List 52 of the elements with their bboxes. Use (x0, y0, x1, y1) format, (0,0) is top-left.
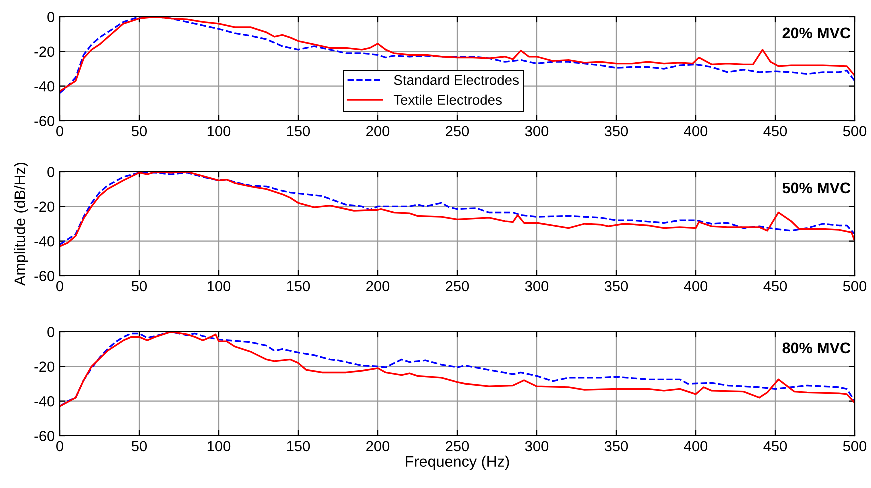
legend-label: Standard Electrodes (394, 74, 519, 86)
x-tick-label: 0 (56, 126, 64, 137)
x-tick-label: 50 (132, 126, 148, 137)
x-tick-label: 200 (366, 281, 390, 292)
x-tick-label: 50 (132, 441, 148, 452)
y-tick-label: 0 (48, 327, 55, 338)
x-tick-label: 50 (132, 281, 148, 292)
x-tick-label: 150 (287, 126, 310, 137)
x-axis-title: Frequency (Hz) (406, 456, 510, 470)
x-tick-label: 0 (56, 281, 64, 292)
x-tick-label: 400 (684, 441, 708, 452)
y-tick-label: -40 (34, 236, 55, 247)
x-tick-label: 450 (764, 281, 788, 292)
y-tick-label: -20 (34, 202, 55, 212)
x-tick-label: 250 (446, 281, 470, 292)
y-tick-label: -20 (34, 362, 55, 372)
y-axis-title: Amplitude (dB/Hz) (14, 162, 29, 286)
x-tick-label: 400 (684, 281, 708, 292)
x-tick-label: 250 (446, 441, 470, 452)
x-tick-label: 150 (287, 441, 310, 452)
x-tick-label: 500 (843, 441, 867, 452)
x-tick-label: 0 (56, 441, 64, 452)
y-tick-label: -40 (34, 396, 55, 407)
annotation: 50% MVC (782, 182, 851, 194)
x-tick-label: 500 (843, 126, 867, 137)
x-tick-label: 400 (684, 126, 708, 137)
x-tick-label: 100 (208, 126, 231, 137)
x-tick-label: 500 (843, 281, 867, 292)
x-tick-label: 200 (366, 441, 390, 452)
legend-label: Textile Electrodes (394, 94, 502, 106)
x-tick-label: 350 (604, 126, 628, 137)
x-tick-label: 250 (446, 126, 470, 137)
x-tick-label: 150 (287, 281, 310, 292)
y-tick-label: 0 (48, 167, 55, 178)
x-tick-label: 300 (525, 441, 549, 452)
annotation: 20% MVC (782, 28, 851, 39)
y-tick-label: 0 (48, 12, 55, 22)
x-tick-label: 350 (604, 441, 628, 452)
x-tick-label: 200 (366, 126, 390, 137)
x-tick-label: 100 (208, 441, 231, 452)
x-tick-label: 450 (764, 441, 788, 452)
y-tick-label: -20 (34, 46, 55, 58)
x-tick-label: 300 (525, 281, 549, 292)
x-tick-label: 100 (208, 281, 231, 292)
x-tick-label: 450 (764, 126, 788, 137)
y-tick-label: -60 (34, 271, 55, 282)
y-tick-label: -60 (34, 116, 55, 126)
x-tick-label: 350 (604, 281, 628, 292)
y-tick-label: -60 (34, 431, 55, 442)
annotation: 80% MVC (782, 342, 851, 354)
x-tick-label: 300 (525, 126, 549, 137)
y-tick-label: -40 (34, 81, 55, 92)
